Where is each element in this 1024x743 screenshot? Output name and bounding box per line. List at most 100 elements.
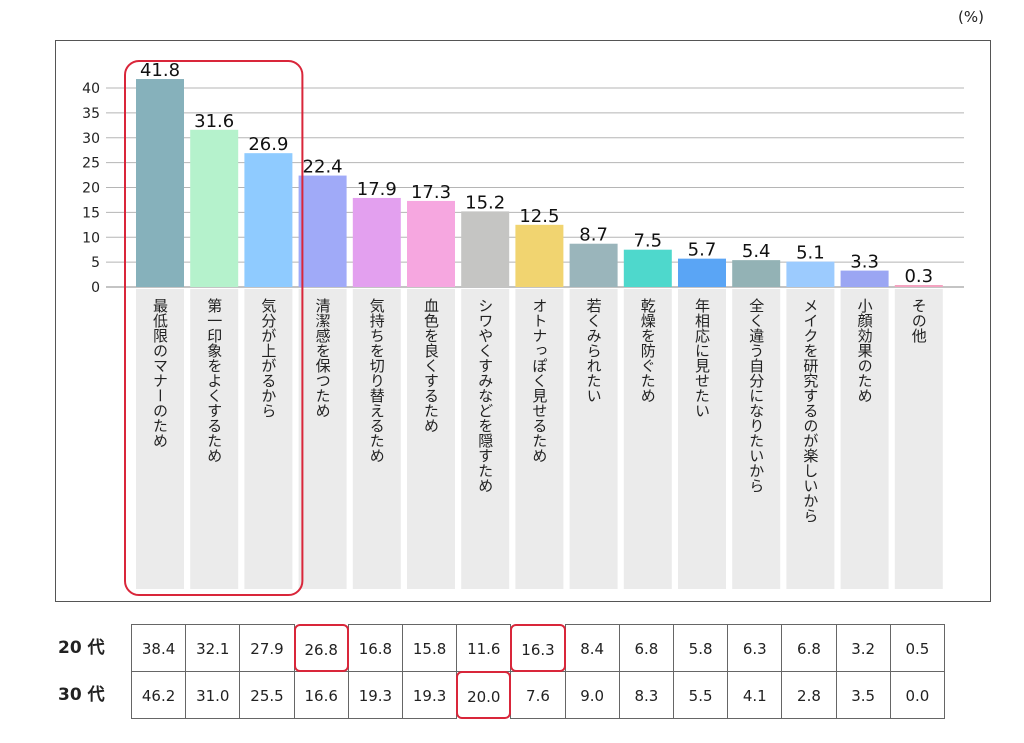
y-tick-label: 35	[82, 106, 100, 122]
category-label-bg	[190, 289, 239, 589]
highlight-box	[124, 60, 304, 596]
category-label: オトナっぽく見せるため	[530, 298, 548, 463]
category-label-bg	[786, 289, 835, 589]
category-label-bg	[352, 289, 401, 589]
bar	[352, 197, 401, 287]
y-tick-label: 10	[82, 230, 100, 246]
bar-value-label: 3.3	[850, 252, 879, 273]
category-label: 清潔感を保つため	[314, 298, 332, 418]
table-cell: 0.5	[889, 624, 945, 672]
bar	[136, 79, 184, 287]
bar	[840, 270, 889, 287]
bar-value-label: 31.6	[194, 111, 234, 132]
y-tick-label: 25	[82, 156, 100, 172]
category-label: 小顔効果のため	[856, 298, 874, 403]
table-cell: 6.8	[781, 624, 837, 672]
bar	[732, 260, 781, 287]
bar	[515, 224, 564, 287]
y-tick-label: 0	[91, 280, 100, 296]
bar	[569, 243, 618, 287]
table-cell: 16.8	[347, 624, 403, 672]
category-label-bg	[840, 289, 889, 589]
bar-chart: 0 5 10 15 20 25 30 35 40 41.8 31.6 26.9 22.4 17.9 17.3…	[82, 60, 964, 596]
unit-label: (%)	[958, 8, 984, 26]
table-row: 20 代 38.4 32.1 27.9 26.8 16.8 15.8 11.6 16.3 8.4 6…	[58, 624, 958, 672]
category-label: その他	[910, 298, 928, 344]
bar-value-label: 22.4	[303, 157, 343, 178]
bar	[894, 285, 943, 287]
category-label-bg	[515, 289, 564, 589]
table-cell-highlighted: 26.8	[293, 624, 349, 672]
bar-value-label: 17.3	[411, 182, 451, 203]
table-cell-highlighted: 16.3	[510, 624, 566, 672]
chart-frame: 0 5 10 15 20 25 30 35 40 41.8 31.6 26.9 22.4 17.9 17.3…	[55, 40, 991, 602]
table-cell: 7.6	[510, 671, 566, 719]
y-tick-label: 5	[91, 255, 100, 271]
table-cell: 31.0	[185, 671, 241, 719]
table-cell: 5.8	[673, 624, 729, 672]
row-label: 20 代	[58, 638, 105, 658]
y-tick-label: 15	[82, 205, 100, 221]
row-label: 30 代	[58, 685, 105, 705]
table-cell: 5.5	[673, 671, 729, 719]
bar	[786, 261, 835, 287]
category-label: 全く違う自分になりたいから	[747, 297, 765, 493]
bar-value-label: 12.5	[519, 206, 559, 227]
category-label-bg	[298, 289, 347, 589]
table-cell: 32.1	[185, 624, 241, 672]
bar-value-label: 17.9	[357, 179, 397, 200]
table-cell: 27.9	[239, 624, 295, 672]
table-cell: 19.3	[347, 671, 403, 719]
y-tick-label: 20	[82, 181, 100, 197]
table-cell: 3.5	[835, 671, 891, 719]
bar-value-label: 26.9	[248, 134, 288, 155]
category-label-bg	[894, 289, 943, 589]
bar-value-label: 41.8	[140, 60, 180, 81]
table-cell: 46.2	[131, 671, 187, 719]
category-label: 気持ちを切り替えるため	[368, 298, 386, 463]
table-cell: 8.3	[618, 671, 674, 719]
bar-value-label: 5.4	[742, 241, 771, 262]
table-cell: 19.3	[402, 671, 458, 719]
category-label: メイクを研究するのが楽しいから	[801, 298, 819, 523]
bar	[623, 249, 672, 287]
table-cell: 8.4	[564, 624, 620, 672]
bar-value-label: 5.1	[796, 243, 825, 264]
category-label-bg	[732, 289, 781, 589]
table-cell: 6.3	[727, 624, 783, 672]
table-cell: 3.2	[835, 624, 891, 672]
table-cell: 2.8	[781, 671, 837, 719]
category-label: 乾燥を防ぐため	[639, 298, 657, 403]
bar-value-label: 15.2	[465, 192, 505, 213]
table-cell: 15.8	[402, 624, 458, 672]
category-label: 血色を良くするため	[422, 298, 440, 433]
table-cell: 0.0	[889, 671, 945, 719]
y-tick-label: 30	[82, 131, 100, 147]
category-label: 気分が上がるから	[259, 298, 277, 418]
table-cell-highlighted: 20.0	[456, 671, 512, 719]
category-label: 最低限のマナーのため	[151, 298, 169, 448]
y-tick-label: 40	[82, 81, 100, 97]
bar-value-label: 8.7	[579, 225, 608, 246]
table-row: 30 代 46.2 31.0 25.5 16.6 19.3 19.3 20.0 7.6 9.0 8.…	[58, 671, 958, 719]
category-label-bg	[623, 289, 672, 589]
category-label: シワやくすみなどを隠すため	[476, 298, 494, 493]
table-cell: 16.6	[293, 671, 349, 719]
category-label: 若くみられたい	[585, 298, 603, 403]
category-label: 年相応に見せたい	[693, 298, 711, 418]
bar-value-label: 7.5	[633, 231, 662, 252]
table-cell: 9.0	[564, 671, 620, 719]
table-cell: 11.6	[456, 624, 512, 672]
bar	[461, 211, 510, 287]
category-label-bg	[678, 289, 726, 589]
bar	[244, 153, 293, 287]
category-label-bg	[407, 289, 455, 589]
category-label: 第一印象をよくするため	[205, 297, 223, 463]
table-cell: 4.1	[727, 671, 783, 719]
table-cell: 38.4	[131, 624, 187, 672]
category-label-bg	[569, 289, 618, 589]
category-label-bg	[244, 289, 293, 589]
bar	[678, 258, 726, 287]
bar	[407, 200, 455, 287]
category-label-bg	[136, 289, 184, 589]
